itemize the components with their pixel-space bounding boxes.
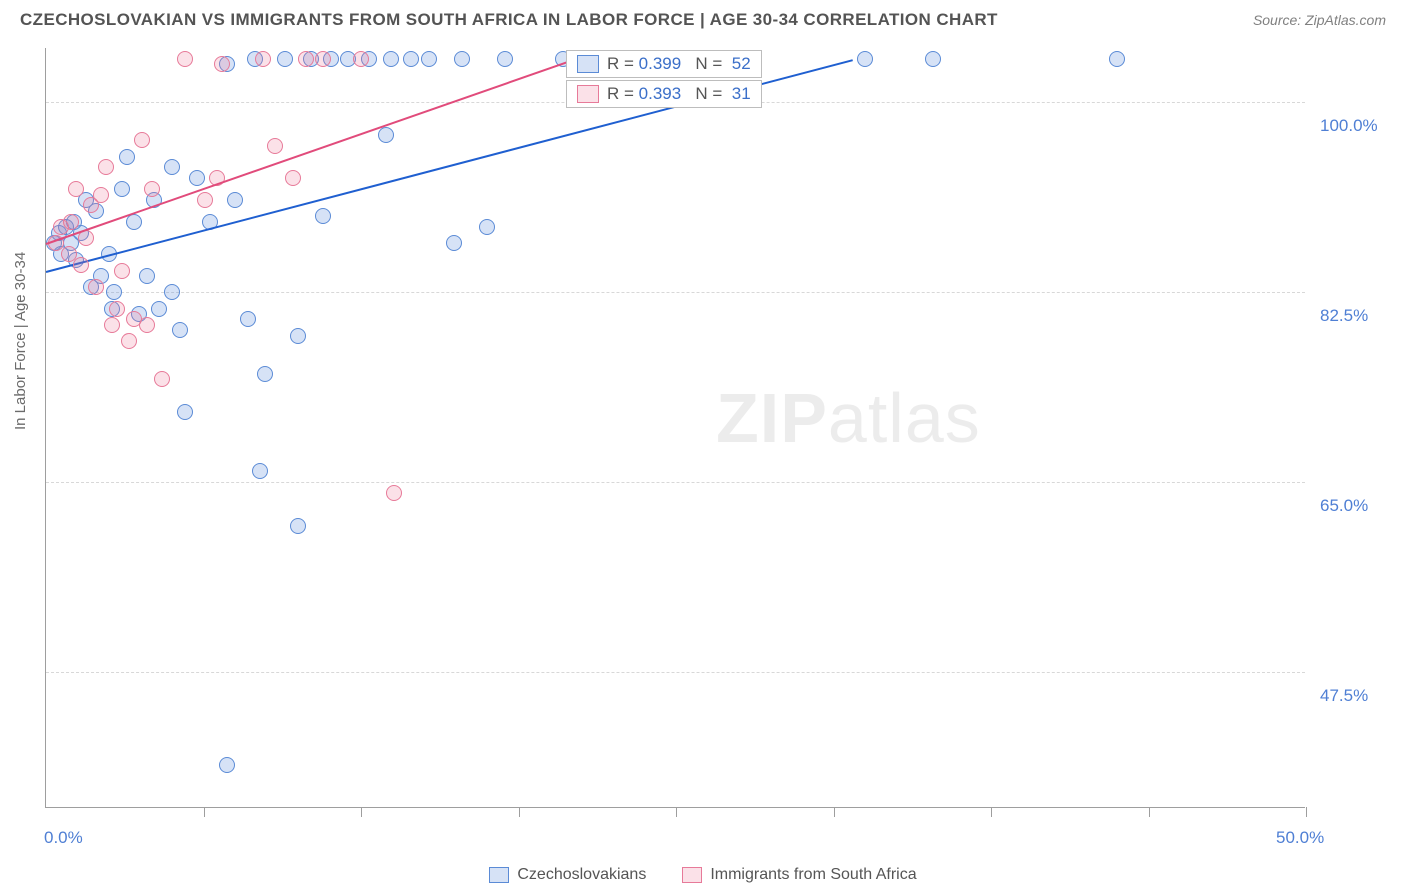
- data-point-sa: [73, 257, 89, 273]
- x-tick: [204, 807, 205, 817]
- stat-text-czech: R = 0.399 N = 52: [607, 54, 751, 74]
- data-point-czech: [421, 51, 437, 67]
- data-point-czech: [315, 208, 331, 224]
- x-tick-label: 0.0%: [44, 828, 83, 848]
- data-point-sa: [104, 317, 120, 333]
- stat-text-sa: R = 0.393 N = 31: [607, 84, 751, 104]
- data-point-sa: [298, 51, 314, 67]
- data-point-sa: [134, 132, 150, 148]
- data-point-sa: [154, 371, 170, 387]
- legend: Czechoslovakians Immigrants from South A…: [0, 866, 1406, 884]
- data-point-sa: [114, 263, 130, 279]
- data-point-czech: [139, 268, 155, 284]
- data-point-sa: [144, 181, 160, 197]
- data-point-sa: [386, 485, 402, 501]
- data-point-czech: [164, 159, 180, 175]
- data-point-czech: [857, 51, 873, 67]
- data-point-czech: [403, 51, 419, 67]
- data-point-sa: [177, 51, 193, 67]
- data-point-czech: [925, 51, 941, 67]
- legend-label-czech: Czechoslovakians: [517, 866, 646, 884]
- gridline: [46, 482, 1305, 483]
- x-tick: [1149, 807, 1150, 817]
- legend-item-sa: Immigrants from South Africa: [682, 866, 916, 884]
- data-point-sa: [121, 333, 137, 349]
- y-axis-title: In Labor Force | Age 30-34: [12, 252, 29, 430]
- y-tick-label: 100.0%: [1320, 116, 1378, 136]
- data-point-czech: [114, 181, 130, 197]
- data-point-sa: [255, 51, 271, 67]
- chart-title: CZECHOSLOVAKIAN VS IMMIGRANTS FROM SOUTH…: [20, 10, 998, 30]
- gridline: [46, 672, 1305, 673]
- x-tick: [361, 807, 362, 817]
- data-point-sa: [197, 192, 213, 208]
- legend-swatch-sa: [682, 867, 702, 883]
- data-point-sa: [139, 317, 155, 333]
- y-tick-label: 65.0%: [1320, 496, 1368, 516]
- data-point-sa: [68, 181, 84, 197]
- x-tick: [834, 807, 835, 817]
- data-point-czech: [227, 192, 243, 208]
- data-point-sa: [88, 279, 104, 295]
- x-tick: [991, 807, 992, 817]
- data-point-czech: [164, 284, 180, 300]
- data-point-sa: [93, 187, 109, 203]
- plot-area: ZIPatlas 47.5%65.0%82.5%100.0%0.0%50.0%R…: [45, 48, 1305, 808]
- watermark: ZIPatlas: [716, 378, 981, 458]
- data-point-sa: [315, 51, 331, 67]
- data-point-czech: [1109, 51, 1125, 67]
- data-point-czech: [177, 404, 193, 420]
- data-point-czech: [240, 311, 256, 327]
- data-point-czech: [446, 235, 462, 251]
- data-point-czech: [277, 51, 293, 67]
- legend-swatch-czech: [489, 867, 509, 883]
- data-point-czech: [290, 328, 306, 344]
- data-point-czech: [106, 284, 122, 300]
- x-tick: [676, 807, 677, 817]
- data-point-czech: [290, 518, 306, 534]
- y-tick-label: 82.5%: [1320, 306, 1368, 326]
- data-point-czech: [257, 366, 273, 382]
- data-point-czech: [189, 170, 205, 186]
- gridline: [46, 292, 1305, 293]
- data-point-sa: [98, 159, 114, 175]
- data-point-sa: [109, 301, 125, 317]
- legend-item-czech: Czechoslovakians: [489, 866, 646, 884]
- legend-label-sa: Immigrants from South Africa: [710, 866, 916, 884]
- data-point-sa: [214, 56, 230, 72]
- data-point-sa: [353, 51, 369, 67]
- x-tick-label: 50.0%: [1276, 828, 1324, 848]
- stat-swatch-czech: [577, 55, 599, 73]
- data-point-sa: [63, 214, 79, 230]
- data-point-sa: [285, 170, 301, 186]
- data-point-sa: [267, 138, 283, 154]
- data-point-czech: [497, 51, 513, 67]
- data-point-czech: [119, 149, 135, 165]
- data-point-czech: [479, 219, 495, 235]
- stat-box-sa: R = 0.393 N = 31: [566, 80, 762, 108]
- data-point-czech: [378, 127, 394, 143]
- data-point-czech: [252, 463, 268, 479]
- data-point-czech: [219, 757, 235, 773]
- x-tick: [1306, 807, 1307, 817]
- data-point-czech: [454, 51, 470, 67]
- source-label: Source: ZipAtlas.com: [1253, 12, 1386, 28]
- stat-swatch-sa: [577, 85, 599, 103]
- y-tick-label: 47.5%: [1320, 686, 1368, 706]
- x-tick: [519, 807, 520, 817]
- data-point-czech: [172, 322, 188, 338]
- stat-box-czech: R = 0.399 N = 52: [566, 50, 762, 78]
- data-point-czech: [383, 51, 399, 67]
- data-point-czech: [151, 301, 167, 317]
